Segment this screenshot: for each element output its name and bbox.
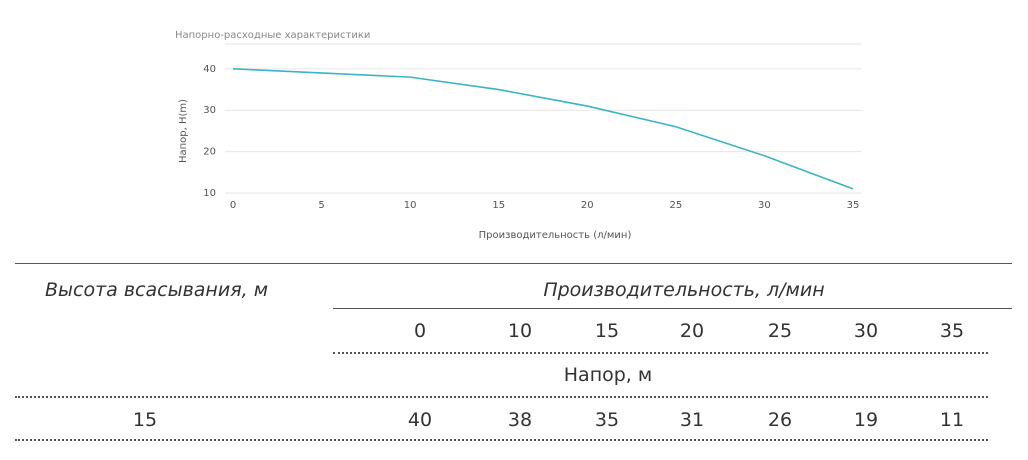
table-cell: 38 xyxy=(507,409,533,431)
y-tick-label: 10 xyxy=(203,188,216,199)
table-cell: Высота всасывания, м xyxy=(45,279,269,301)
table-cell: 15 xyxy=(594,320,620,342)
table-cell: Производительность, л/мин xyxy=(543,279,825,301)
table-cell: 35 xyxy=(594,409,620,431)
dotted-rule xyxy=(333,352,988,354)
y-tick-label: 20 xyxy=(203,147,216,158)
table-cell: 35 xyxy=(939,320,965,342)
x-axis-label: Производительность (л/мин) xyxy=(479,230,632,241)
table-cell: 30 xyxy=(853,320,879,342)
table-cell: 25 xyxy=(767,320,793,342)
y-axis-label: Напор, H(m) xyxy=(178,99,189,163)
x-tick-label: 0 xyxy=(230,200,236,211)
table-cell: 11 xyxy=(939,409,965,431)
dotted-rule xyxy=(15,396,988,398)
table-cell: 0 xyxy=(413,320,427,342)
table-cell: Напор, м xyxy=(563,364,653,386)
table-cell: 26 xyxy=(767,409,793,431)
table-cell: 15 xyxy=(132,409,158,431)
dotted-rule xyxy=(15,439,988,441)
data-line xyxy=(232,68,854,190)
y-tick-label: 30 xyxy=(203,105,216,116)
x-tick-label: 5 xyxy=(318,200,324,211)
table-cell: 19 xyxy=(853,409,879,431)
table-cell: 10 xyxy=(507,320,533,342)
table-cell: 20 xyxy=(679,320,705,342)
chart: Напорно-расходные характеристики Произво… xyxy=(175,30,862,241)
x-tick-label: 20 xyxy=(581,200,594,211)
x-tick-label: 25 xyxy=(669,200,682,211)
x-tick-label: 35 xyxy=(847,200,860,211)
table-top-rule xyxy=(15,263,1012,264)
x-tick-label: 10 xyxy=(404,200,417,211)
table-cell: 31 xyxy=(679,409,705,431)
y-tick-label: 40 xyxy=(203,64,216,75)
header-rule xyxy=(333,308,1012,309)
x-tick-label: 15 xyxy=(492,200,505,211)
chart-title: Напорно-расходные характеристики xyxy=(175,30,370,41)
table-cell: 40 xyxy=(407,409,433,431)
x-tick-label: 30 xyxy=(758,200,771,211)
